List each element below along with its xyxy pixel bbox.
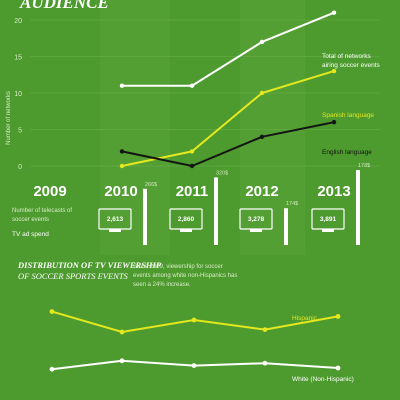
tv-stand (109, 229, 121, 232)
telecasts-value: 3,278 (248, 216, 265, 223)
data-point (119, 329, 125, 335)
y-tick-label: 10 (14, 91, 22, 98)
data-point (49, 366, 55, 372)
data-point (119, 163, 125, 169)
data-point (331, 10, 337, 15)
tv-stand (250, 229, 262, 232)
series-label: Spanish language (322, 112, 374, 119)
chart-title-rest: OF SOCCER SPORTS EVENTS (18, 271, 129, 281)
column-stripe (100, 0, 170, 255)
data-point (119, 358, 125, 364)
data-point (259, 90, 265, 96)
year-label: 2009 (33, 183, 66, 200)
data-point (189, 83, 195, 88)
adspend-bar (284, 208, 288, 245)
data-point (259, 39, 265, 45)
tv-stand (322, 229, 334, 232)
series-label: Hispanic (292, 315, 318, 322)
y-axis-label: Number of networks (6, 91, 12, 145)
adspend-value: 178$ (358, 163, 370, 169)
data-point (191, 317, 197, 323)
telecasts-label: Number of telecasts of soccer events (12, 208, 72, 223)
data-point (331, 68, 337, 74)
adspend-bar (143, 188, 147, 245)
data-point (335, 365, 341, 371)
series-line (122, 11, 335, 87)
series-label: Total of networks airing soccer events (322, 53, 381, 69)
adspend-label: TV ad spend (12, 231, 49, 238)
telecasts-bar-chart: 2009 2010 2011 2012 2013 Number of telecasts … (12, 163, 370, 245)
chart-annotation: Since 2009, viewership for soccer events … (133, 264, 237, 288)
data-point (189, 163, 195, 169)
year-label: 2013 (317, 183, 350, 200)
series-label: English language (322, 149, 372, 156)
adspend-value: 266$ (145, 182, 157, 188)
chart-title: DISTRIBUTION OF TV VIEWERSHIP (17, 260, 162, 270)
telecasts-value: 2,613 (107, 216, 124, 223)
adspend-bar (214, 177, 218, 245)
data-point (189, 149, 195, 154)
series-label: White (Non-Hispanic) (292, 376, 354, 383)
data-point (259, 134, 265, 139)
series-line (121, 121, 335, 168)
y-tick-label: 20 (14, 18, 22, 25)
adspend-value: 174$ (286, 201, 298, 207)
telecasts-value: 3,891 (320, 216, 337, 223)
adspend-bar (356, 170, 360, 245)
year-label: 2010 (104, 183, 137, 200)
data-point (262, 360, 268, 366)
data-point (119, 149, 125, 154)
data-point (119, 83, 125, 88)
networks-line-chart: 0 5 10 15 20 Number of networks Total of netwo… (6, 10, 381, 171)
data-point (262, 327, 268, 332)
year-label: 2012 (245, 183, 278, 200)
y-tick-label: 15 (14, 55, 22, 62)
data-point (49, 309, 55, 314)
telecasts-value: 2,860 (178, 216, 195, 223)
y-tick-label: 5 (18, 128, 22, 135)
background-layer (100, 0, 305, 255)
year-label: 2011 (176, 183, 209, 200)
data-point (191, 363, 197, 368)
data-point (331, 120, 337, 125)
y-tick-label: 0 (18, 164, 22, 171)
data-point (335, 314, 341, 319)
page-title: AUDIENCE (19, 0, 109, 12)
tv-stand (180, 229, 192, 232)
adspend-value: 320$ (216, 170, 228, 176)
